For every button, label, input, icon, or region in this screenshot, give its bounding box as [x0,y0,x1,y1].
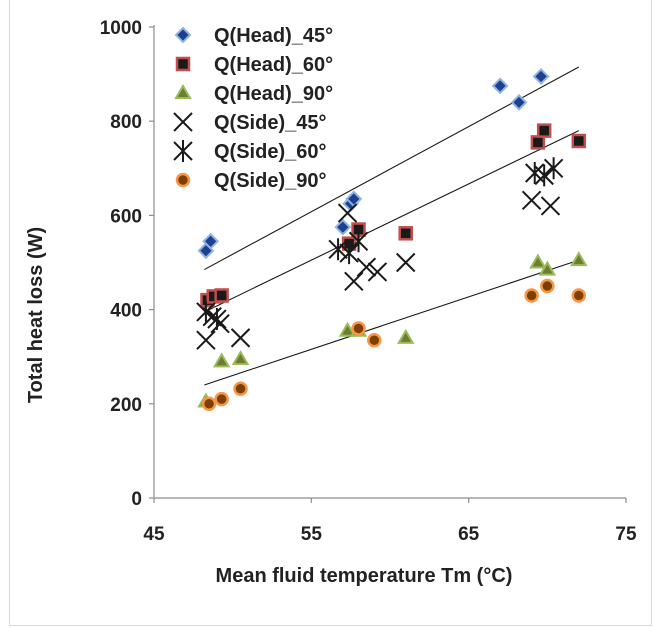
data-point [233,381,248,396]
data-point [338,321,357,337]
data-point [328,238,348,261]
data-point [571,133,587,149]
legend-marker [174,84,192,99]
data-point [212,352,231,368]
data-point [396,252,416,273]
data-point [521,190,542,211]
data-point [540,196,561,216]
trendline [204,259,579,386]
data-point [396,328,415,344]
chart-frame [9,0,652,626]
axes: 0 200 400 600 800 1000 45 55 65 75 [100,18,637,545]
data-point [398,226,413,241]
y-axis-label: Total heat loss (W) [25,227,47,403]
y-tick-label: 200 [110,395,142,416]
data-point [196,300,216,323]
y-tick-label: 0 [131,489,142,510]
data-point [202,232,220,250]
legend-label: Q(Head)_60° [214,54,333,76]
data-point [543,157,564,180]
x-tick-label: 55 [301,524,323,545]
legend-marker [175,56,191,72]
series-1 [200,123,587,308]
x-tick-label: 75 [615,524,637,545]
data-point [344,271,364,292]
data-point [538,260,557,276]
legend-marker [173,112,193,132]
y-tick-label: 1000 [100,18,142,39]
data-point [532,68,550,85]
series-3 [196,190,561,350]
data-point [510,93,528,111]
trendline [204,130,580,313]
data-point [356,257,377,277]
legend: Q(Head)_45° Q(Head)_60° Q(Head)_90° Q(Side)… [173,25,333,192]
data-point [214,391,229,407]
data-point [351,321,366,336]
legend-marker [173,140,193,162]
x-axis-label: Mean fluid temperature Tm (°C) [216,565,513,587]
data-point [196,330,216,350]
legend-label: Q(Head)_90° [214,83,333,105]
data-point [337,203,358,223]
data-points [196,68,588,412]
data-point [536,123,552,138]
data-point [201,396,217,412]
legend-marker [174,26,192,44]
series-5 [201,278,587,412]
data-point [524,288,539,303]
legend-marker [175,172,191,188]
data-point [367,332,382,348]
legend-label: Q(Side)_90° [214,170,326,192]
series-4 [196,157,564,331]
data-point [348,230,369,253]
y-tick-label: 400 [110,301,142,322]
legend-label: Q(Side)_60° [214,141,326,163]
data-point [534,164,554,187]
legend-label: Q(Side)_45° [214,112,326,134]
data-point [230,328,251,348]
data-point [210,314,230,334]
data-point [571,288,587,303]
data-point [529,253,547,269]
data-point [540,278,555,294]
data-point [339,242,359,265]
data-point [207,308,227,331]
x-tick-label: 65 [458,524,480,545]
series-2 [197,251,588,408]
data-point [231,350,250,366]
x-tick-label: 45 [143,524,165,545]
data-point [491,77,509,95]
y-tick-label: 800 [110,112,142,133]
legend-label: Q(Head)_45° [214,25,333,47]
data-point [530,135,546,150]
data-point [570,251,588,267]
data-point [334,218,352,236]
y-tick-label: 600 [110,206,142,227]
data-point [214,288,229,303]
data-point [367,262,388,282]
